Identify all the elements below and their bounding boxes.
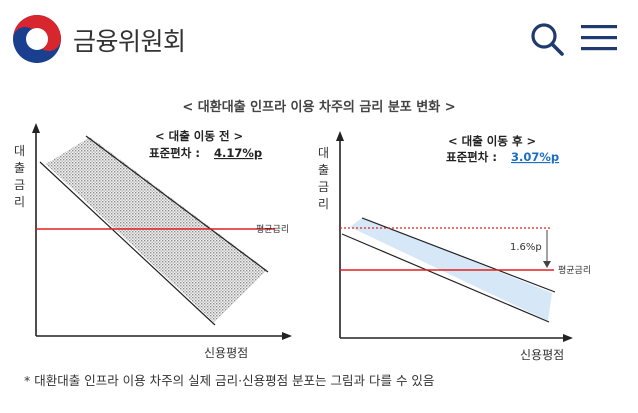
before-y-label-3: 금 — [14, 178, 25, 192]
hamburger-menu-icon[interactable] — [580, 22, 618, 54]
before-band-lower-edge — [39, 161, 216, 326]
search-icon[interactable] — [528, 20, 566, 58]
after-panel: 대 출 금 리 평균금리 1.6%p < 대출 이동 후 > 표준편차 : 3.… — [318, 131, 591, 362]
before-band-upper-edge — [85, 135, 269, 273]
before-panel: 대 출 금 리 평균금리 < 대출 이동 전 > 표준편차 : 4.17%p 신… — [14, 123, 292, 360]
site-title[interactable]: 금융위원회 — [73, 27, 186, 56]
before-stat-label: 표준편차 : — [149, 146, 200, 160]
after-band-upper-edge — [361, 217, 556, 293]
after-y-label-2: 출 — [318, 163, 329, 177]
after-stat-label: 표준편차 : — [446, 150, 497, 164]
after-y-axis-arrow — [336, 131, 344, 141]
after-x-label: 신용평점 — [520, 348, 564, 362]
taegeuk-logo-icon[interactable] — [12, 14, 62, 64]
before-average-label: 평균금리 — [256, 224, 289, 235]
difference-label: 1.6%p — [510, 242, 542, 253]
after-distribution-band — [350, 217, 552, 321]
after-x-axis-arrow — [563, 334, 573, 342]
before-stat-value: 4.17%p — [214, 146, 262, 160]
after-y-label-4: 리 — [318, 197, 329, 211]
rate-distribution-figure: 대 출 금 리 평균금리 < 대출 이동 전 > 표준편차 : 4.17%p 신… — [14, 123, 591, 362]
after-y-label-1: 대 — [318, 146, 329, 160]
before-y-axis-arrow — [32, 123, 40, 133]
figure-footnote: * 대환대출 인프라 이용 차주의 실제 금리·신용평점 분포는 그림과 다를 … — [24, 373, 435, 388]
before-y-label-1: 대 — [14, 144, 25, 158]
after-y-label-3: 금 — [318, 180, 329, 194]
before-x-axis-arrow — [282, 332, 292, 340]
figure-title: < 대환대출 인프라 이용 차주의 금리 분포 변화 > — [182, 100, 456, 115]
site-header: 금융위원회 — [0, 0, 638, 78]
difference-arrow-head — [543, 261, 551, 268]
after-average-label: 평균금리 — [558, 265, 591, 276]
before-y-label-2: 출 — [14, 161, 25, 175]
before-x-label: 신용평점 — [204, 346, 248, 360]
after-heading: < 대출 이동 후 > — [448, 134, 536, 148]
before-heading: < 대출 이동 전 > — [155, 129, 243, 143]
main-content: < 대환대출 인프라 이용 차주의 금리 분포 변화 > 대 출 금 리 평균금… — [0, 78, 638, 413]
after-stat-value: 3.07%p — [511, 150, 559, 164]
before-y-label-4: 리 — [14, 195, 25, 209]
after-band-lower-edge — [341, 233, 550, 323]
